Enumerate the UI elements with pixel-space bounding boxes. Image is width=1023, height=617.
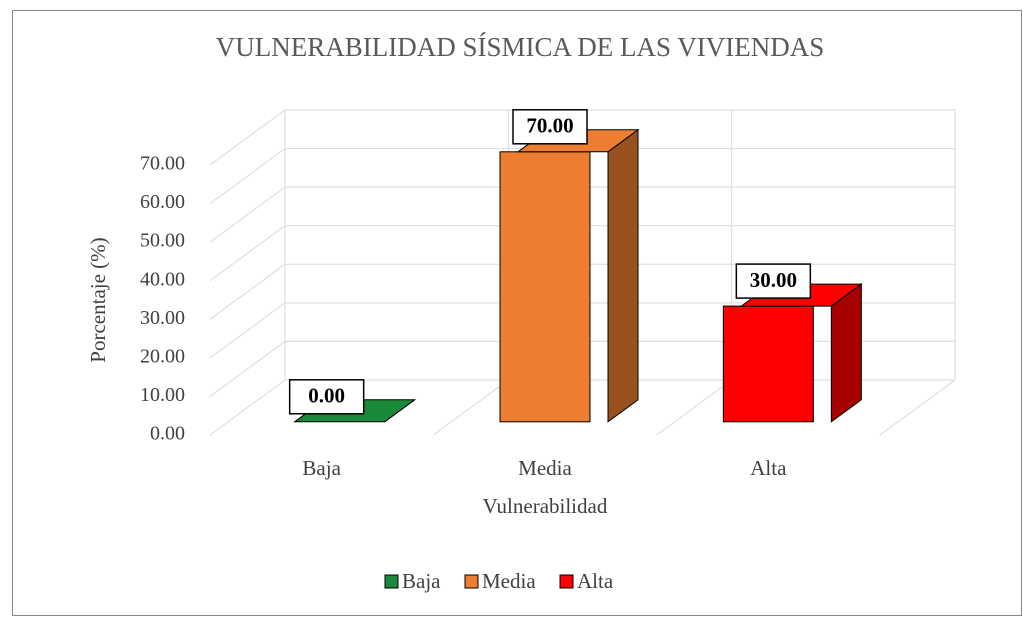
legend-label: Baja xyxy=(402,569,441,593)
y-tick-label: 0.00 xyxy=(150,423,185,445)
bar-side xyxy=(830,283,862,423)
floor-line xyxy=(879,379,956,436)
grid-line xyxy=(209,302,955,359)
data-label: 30.00 xyxy=(750,268,797,292)
floor-line xyxy=(656,379,732,436)
data-label: 0.00 xyxy=(308,384,345,408)
grid-line xyxy=(209,225,955,282)
bar-side xyxy=(607,128,639,423)
legend-label: Alta xyxy=(577,569,614,593)
x-axis-title: Vulnerabilidad xyxy=(483,494,608,518)
data-label: 70.00 xyxy=(526,114,573,138)
bar-front xyxy=(722,305,814,423)
y-tick-label: 20.00 xyxy=(140,345,185,367)
legend-swatch xyxy=(464,574,479,589)
x-tick-label: Alta xyxy=(750,456,787,480)
grid-line xyxy=(209,263,955,320)
y-tick-label: 30.00 xyxy=(140,307,185,329)
y-tick-label: 60.00 xyxy=(140,191,185,213)
data-label-box xyxy=(288,379,365,415)
y-tick-label: 40.00 xyxy=(140,268,185,290)
bar-front xyxy=(499,151,591,423)
chart-title: VULNERABILIDAD SÍSMICA DE LAS VIVIENDAS xyxy=(216,32,825,62)
y-tick-label: 70.00 xyxy=(140,153,185,175)
grid-line xyxy=(209,186,955,243)
grid-line xyxy=(209,109,955,166)
y-tick-label: 50.00 xyxy=(140,230,185,252)
bar xyxy=(499,128,640,423)
data-label-box xyxy=(735,263,812,299)
x-tick-label: Baja xyxy=(302,456,341,480)
grid-line xyxy=(209,148,955,204)
y-tick-label: 10.00 xyxy=(140,384,185,406)
legend-label: Media xyxy=(482,569,536,593)
bar xyxy=(722,283,863,423)
legend-swatch xyxy=(384,574,399,589)
x-tick-label: Media xyxy=(518,456,572,480)
y-axis-title: Porcentaje (%) xyxy=(86,237,110,362)
floor-line xyxy=(433,379,509,436)
legend-swatch xyxy=(559,574,574,589)
data-label-box xyxy=(512,109,588,145)
